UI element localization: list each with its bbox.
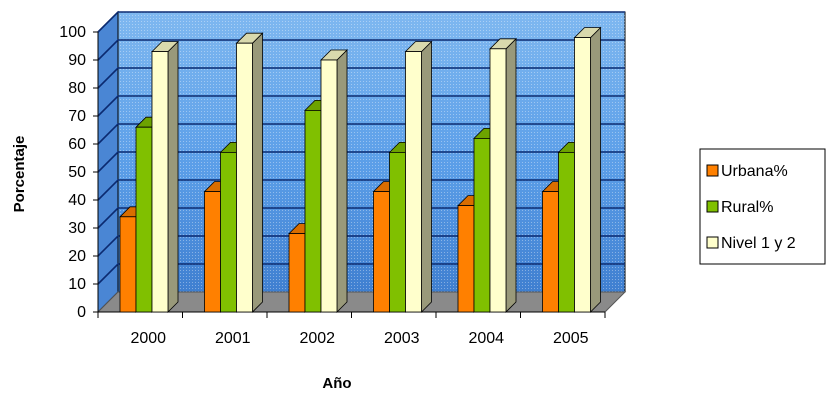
legend-swatch-urbana [706, 164, 719, 177]
bar-front [288, 233, 306, 313]
legend-label-rural: Rural% [721, 199, 773, 216]
bar-front [405, 51, 422, 313]
x-tick-label: 2003 [384, 330, 420, 347]
bar-front [204, 191, 221, 313]
gridline [97, 123, 625, 145]
legend: Urbana% Rural% Nivel 1 y 2 [699, 148, 826, 265]
bar-side [167, 40, 179, 313]
legend-label-urbana: Urbana% [721, 163, 788, 180]
bar-front [574, 37, 591, 313]
gridline [97, 207, 625, 229]
legend-box [699, 148, 826, 265]
bar-front [320, 59, 338, 313]
bar-side [590, 26, 601, 313]
bars [119, 26, 602, 313]
y-axis-title: Porcentaje [11, 136, 28, 213]
y-tick-label: 30 [68, 220, 86, 237]
y-tick-label: 10 [68, 276, 86, 293]
bar-nivel1y2-2001 [235, 32, 264, 313]
bar-front [389, 151, 406, 313]
y-tick-label: 70 [68, 108, 86, 125]
bar-front [236, 42, 253, 313]
gridline [97, 263, 625, 285]
bar-front [373, 191, 390, 313]
y-tick-label: 80 [68, 80, 86, 97]
x-tick-label: 2005 [553, 330, 589, 347]
bar-front [473, 137, 491, 313]
y-tick-label: 20 [68, 248, 86, 265]
gridline [97, 151, 625, 173]
bar-front [220, 151, 237, 313]
tick-labels: 0 10 20 30 40 50 60 70 80 90 100 2000 2001 2002 2003 20… [59, 24, 588, 347]
gridline [97, 11, 625, 33]
bar-side [421, 40, 432, 313]
bar-nivel1y2-2003 [404, 40, 433, 313]
bar-front [119, 216, 137, 313]
bar-side [252, 32, 263, 313]
legend-swatch-rural [706, 200, 719, 213]
gridline [97, 95, 625, 117]
gridline [97, 39, 625, 61]
bar-front [457, 205, 475, 313]
y-tick-label: 60 [68, 136, 86, 153]
x-axis-title: Año [322, 375, 351, 392]
bar-front [558, 151, 575, 313]
bar-side [336, 49, 348, 313]
bar-front [135, 126, 153, 313]
bar-front [489, 48, 507, 313]
legend-swatch-nivel [706, 236, 719, 249]
bar-nivel1y2-2005 [573, 26, 602, 313]
y-tick-label: 0 [77, 304, 86, 321]
y-tick-label: 50 [68, 164, 86, 181]
bar-front [542, 191, 559, 313]
gridline [97, 67, 625, 89]
legend-label-nivel: Nivel 1 y 2 [721, 235, 796, 252]
x-tick-label: 2004 [468, 330, 504, 347]
bar-nivel1y2-2002 [320, 49, 348, 313]
bar-side [505, 37, 517, 313]
y-tick-label: 100 [59, 24, 86, 41]
gridline [97, 235, 625, 257]
x-tick-label: 2002 [299, 330, 335, 347]
x-tick-label: 2001 [215, 330, 251, 347]
bar-nivel1y2-2004 [489, 37, 517, 313]
bar-nivel1y2-2000 [151, 40, 179, 313]
x-tick-label: 2000 [130, 330, 166, 347]
gridline [97, 179, 625, 201]
bar-front [304, 110, 322, 313]
y-tick-label: 40 [68, 192, 86, 209]
y-tick-label: 90 [68, 52, 86, 69]
bar-front [151, 51, 169, 313]
